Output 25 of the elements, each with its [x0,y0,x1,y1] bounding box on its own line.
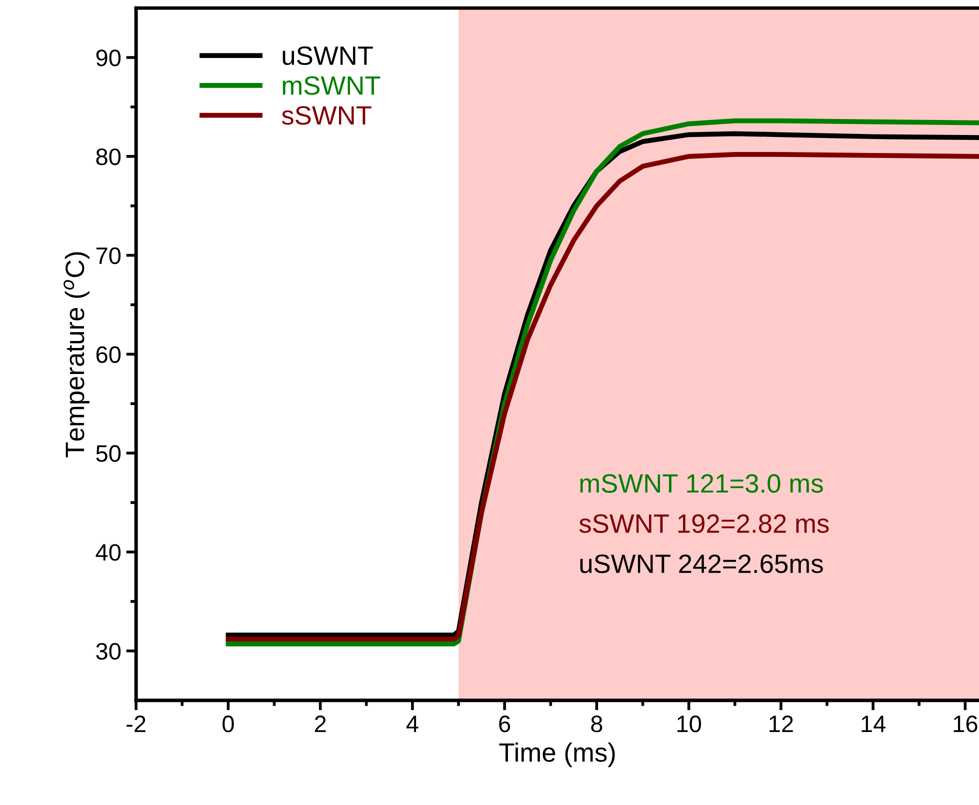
x-tick-label: 6 [499,716,510,732]
x-tick-label: -2 [126,716,146,732]
y-tick-label: 80 [96,148,121,166]
y-tick-label: 90 [96,50,121,66]
x-tick-label: 8 [591,716,602,732]
y-tick-label: 40 [96,544,121,561]
y-tick-label: 30 [96,642,121,660]
annotation: uSWNT 242=2.65ms [580,554,823,574]
y-tick-label: 70 [96,247,121,264]
annotation: mSWNT 121=3.0 ms [580,474,823,493]
y-tick-label: 60 [96,346,121,363]
x-tick-label: 14 [862,716,886,732]
y-tick-label: 50 [96,445,121,462]
legend-label: mSWNT [282,76,380,95]
x-tick-label: 2 [314,716,326,732]
legend-label: sSWNT [282,106,372,125]
x-tick-label: 0 [222,716,234,732]
x-tick-label: 4 [406,716,418,732]
x-tick-label: 16 [954,716,978,732]
annotation: sSWNT 192=2.82 ms [579,514,829,533]
y-axis-title: Temperature ($^{o}$C) [64,252,90,458]
x-axis-title: Time (ms) [499,742,615,768]
legend-label: uSWNT [282,46,373,66]
x-tick-label: 12 [770,716,793,732]
x-tick-label: 10 [677,716,702,732]
